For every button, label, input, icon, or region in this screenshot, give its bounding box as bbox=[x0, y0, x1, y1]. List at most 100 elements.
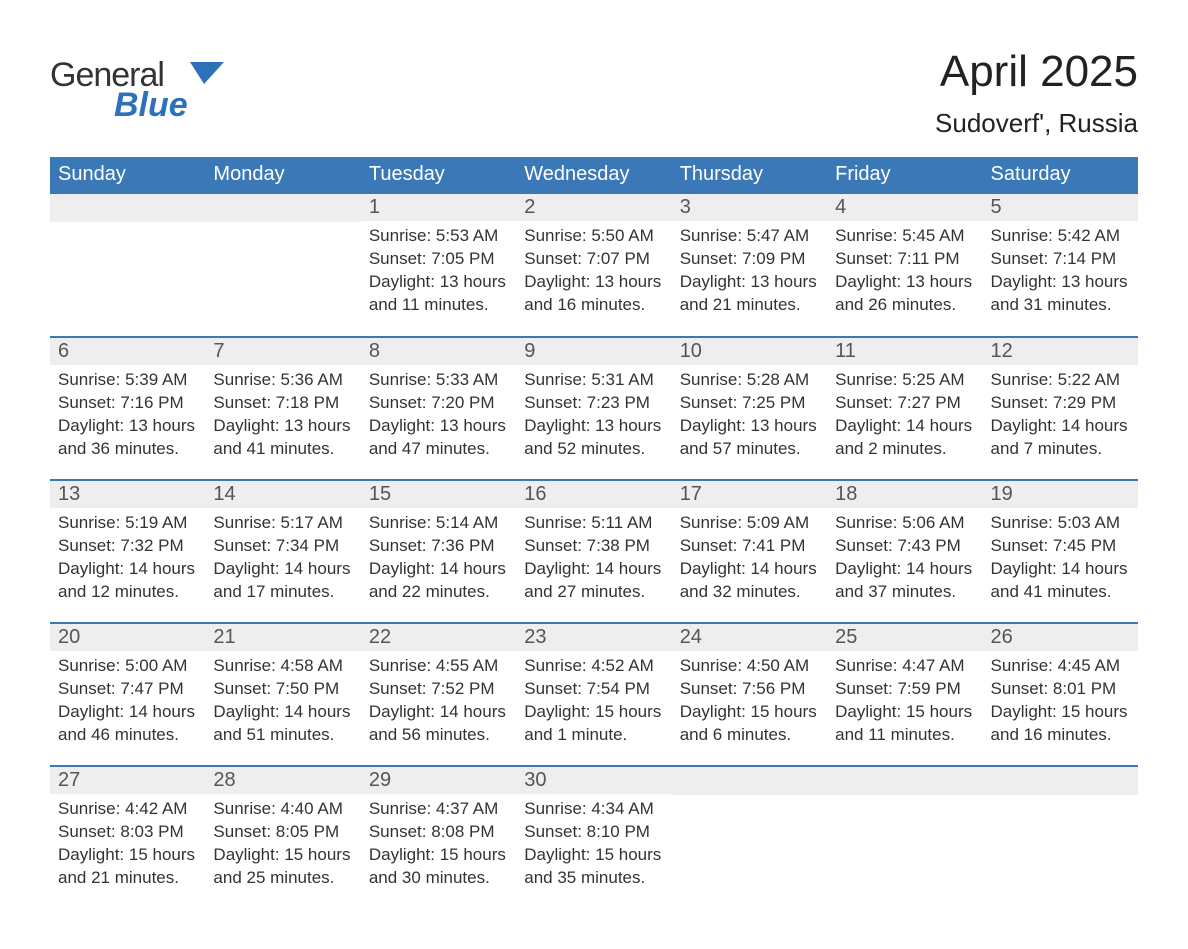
calendar-page: General Blue April 2025 Sudoverf', Russi… bbox=[0, 0, 1188, 949]
day-sunset: Sunset: 7:18 PM bbox=[213, 392, 352, 415]
day-sunset: Sunset: 7:11 PM bbox=[835, 248, 974, 271]
day-daylight2: and 16 minutes. bbox=[991, 724, 1130, 747]
day-number: 25 bbox=[827, 624, 982, 651]
day-daylight1: Daylight: 15 hours bbox=[991, 701, 1130, 724]
day-sunset: Sunset: 7:14 PM bbox=[991, 248, 1130, 271]
day-daylight2: and 52 minutes. bbox=[524, 438, 663, 461]
day-details: Sunrise: 5:53 AMSunset: 7:05 PMDaylight:… bbox=[361, 221, 516, 317]
day-sunset: Sunset: 7:29 PM bbox=[991, 392, 1130, 415]
day-daylight2: and 31 minutes. bbox=[991, 294, 1130, 317]
day-daylight1: Daylight: 13 hours bbox=[680, 271, 819, 294]
brand-word-blue: Blue bbox=[114, 88, 188, 124]
weekday-header: Sunday bbox=[50, 157, 205, 192]
calendar-day-cell: 14Sunrise: 5:17 AMSunset: 7:34 PMDayligh… bbox=[205, 479, 360, 622]
day-daylight1: Daylight: 14 hours bbox=[213, 701, 352, 724]
day-daylight2: and 12 minutes. bbox=[58, 581, 197, 604]
calendar-day-cell: 25Sunrise: 4:47 AMSunset: 7:59 PMDayligh… bbox=[827, 622, 982, 765]
calendar-day-cell: 26Sunrise: 4:45 AMSunset: 8:01 PMDayligh… bbox=[983, 622, 1138, 765]
day-daylight2: and 36 minutes. bbox=[58, 438, 197, 461]
day-details: Sunrise: 4:40 AMSunset: 8:05 PMDaylight:… bbox=[205, 794, 360, 890]
day-daylight2: and 37 minutes. bbox=[835, 581, 974, 604]
day-details bbox=[827, 795, 982, 891]
day-sunrise: Sunrise: 4:55 AM bbox=[369, 655, 508, 678]
day-sunrise: Sunrise: 5:45 AM bbox=[835, 225, 974, 248]
day-sunset: Sunset: 8:03 PM bbox=[58, 821, 197, 844]
day-sunrise: Sunrise: 5:39 AM bbox=[58, 369, 197, 392]
day-number: 5 bbox=[983, 194, 1138, 221]
day-number: 9 bbox=[516, 338, 671, 365]
day-sunrise: Sunrise: 5:28 AM bbox=[680, 369, 819, 392]
day-number: 29 bbox=[361, 767, 516, 794]
day-details: Sunrise: 5:00 AMSunset: 7:47 PMDaylight:… bbox=[50, 651, 205, 747]
day-details: Sunrise: 5:28 AMSunset: 7:25 PMDaylight:… bbox=[672, 365, 827, 461]
day-sunset: Sunset: 7:32 PM bbox=[58, 535, 197, 558]
day-sunset: Sunset: 7:36 PM bbox=[369, 535, 508, 558]
day-sunrise: Sunrise: 4:50 AM bbox=[680, 655, 819, 678]
day-daylight2: and 1 minute. bbox=[524, 724, 663, 747]
day-details: Sunrise: 5:31 AMSunset: 7:23 PMDaylight:… bbox=[516, 365, 671, 461]
calendar-day-cell: 18Sunrise: 5:06 AMSunset: 7:43 PMDayligh… bbox=[827, 479, 982, 622]
day-daylight1: Daylight: 13 hours bbox=[213, 415, 352, 438]
day-daylight1: Daylight: 13 hours bbox=[524, 271, 663, 294]
day-daylight1: Daylight: 13 hours bbox=[991, 271, 1130, 294]
day-number bbox=[205, 194, 360, 222]
day-sunset: Sunset: 7:41 PM bbox=[680, 535, 819, 558]
day-daylight2: and 57 minutes. bbox=[680, 438, 819, 461]
day-sunrise: Sunrise: 5:06 AM bbox=[835, 512, 974, 535]
day-daylight1: Daylight: 13 hours bbox=[524, 415, 663, 438]
calendar-day-cell: 20Sunrise: 5:00 AMSunset: 7:47 PMDayligh… bbox=[50, 622, 205, 765]
month-title: April 2025 bbox=[935, 50, 1138, 94]
day-sunrise: Sunrise: 4:37 AM bbox=[369, 798, 508, 821]
weekday-header-row: Sunday Monday Tuesday Wednesday Thursday… bbox=[50, 157, 1138, 192]
day-daylight1: Daylight: 13 hours bbox=[680, 415, 819, 438]
calendar-day-cell: 9Sunrise: 5:31 AMSunset: 7:23 PMDaylight… bbox=[516, 336, 671, 479]
day-daylight2: and 41 minutes. bbox=[213, 438, 352, 461]
day-sunset: Sunset: 7:09 PM bbox=[680, 248, 819, 271]
day-daylight1: Daylight: 13 hours bbox=[369, 415, 508, 438]
day-number: 7 bbox=[205, 338, 360, 365]
day-daylight2: and 2 minutes. bbox=[835, 438, 974, 461]
day-sunset: Sunset: 7:45 PM bbox=[991, 535, 1130, 558]
day-daylight2: and 30 minutes. bbox=[369, 867, 508, 890]
day-details: Sunrise: 5:14 AMSunset: 7:36 PMDaylight:… bbox=[361, 508, 516, 604]
day-details: Sunrise: 5:33 AMSunset: 7:20 PMDaylight:… bbox=[361, 365, 516, 461]
day-number: 24 bbox=[672, 624, 827, 651]
day-sunset: Sunset: 7:07 PM bbox=[524, 248, 663, 271]
day-details bbox=[205, 222, 360, 318]
day-details: Sunrise: 5:11 AMSunset: 7:38 PMDaylight:… bbox=[516, 508, 671, 604]
day-daylight2: and 27 minutes. bbox=[524, 581, 663, 604]
day-daylight2: and 11 minutes. bbox=[369, 294, 508, 317]
calendar-day-cell: 2Sunrise: 5:50 AMSunset: 7:07 PMDaylight… bbox=[516, 192, 671, 336]
day-number: 28 bbox=[205, 767, 360, 794]
calendar-day-cell: 22Sunrise: 4:55 AMSunset: 7:52 PMDayligh… bbox=[361, 622, 516, 765]
day-sunrise: Sunrise: 5:19 AM bbox=[58, 512, 197, 535]
day-details: Sunrise: 5:25 AMSunset: 7:27 PMDaylight:… bbox=[827, 365, 982, 461]
day-details: Sunrise: 5:17 AMSunset: 7:34 PMDaylight:… bbox=[205, 508, 360, 604]
day-sunset: Sunset: 7:34 PM bbox=[213, 535, 352, 558]
weekday-header: Monday bbox=[205, 157, 360, 192]
day-daylight2: and 26 minutes. bbox=[835, 294, 974, 317]
day-daylight1: Daylight: 14 hours bbox=[369, 558, 508, 581]
day-daylight1: Daylight: 14 hours bbox=[524, 558, 663, 581]
calendar-day-cell bbox=[205, 192, 360, 336]
day-number: 12 bbox=[983, 338, 1138, 365]
calendar-day-cell: 1Sunrise: 5:53 AMSunset: 7:05 PMDaylight… bbox=[361, 192, 516, 336]
day-sunrise: Sunrise: 5:53 AM bbox=[369, 225, 508, 248]
day-details: Sunrise: 5:03 AMSunset: 7:45 PMDaylight:… bbox=[983, 508, 1138, 604]
day-details bbox=[50, 222, 205, 318]
calendar-day-cell: 17Sunrise: 5:09 AMSunset: 7:41 PMDayligh… bbox=[672, 479, 827, 622]
day-daylight2: and 51 minutes. bbox=[213, 724, 352, 747]
calendar-day-cell: 6Sunrise: 5:39 AMSunset: 7:16 PMDaylight… bbox=[50, 336, 205, 479]
calendar-week-row: 27Sunrise: 4:42 AMSunset: 8:03 PMDayligh… bbox=[50, 765, 1138, 909]
day-sunset: Sunset: 7:20 PM bbox=[369, 392, 508, 415]
day-number: 8 bbox=[361, 338, 516, 365]
day-sunrise: Sunrise: 5:17 AM bbox=[213, 512, 352, 535]
day-daylight1: Daylight: 13 hours bbox=[58, 415, 197, 438]
weekday-header: Thursday bbox=[672, 157, 827, 192]
day-daylight2: and 56 minutes. bbox=[369, 724, 508, 747]
calendar-day-cell: 16Sunrise: 5:11 AMSunset: 7:38 PMDayligh… bbox=[516, 479, 671, 622]
day-daylight1: Daylight: 15 hours bbox=[524, 701, 663, 724]
day-daylight2: and 16 minutes. bbox=[524, 294, 663, 317]
day-daylight2: and 22 minutes. bbox=[369, 581, 508, 604]
day-daylight1: Daylight: 14 hours bbox=[58, 558, 197, 581]
